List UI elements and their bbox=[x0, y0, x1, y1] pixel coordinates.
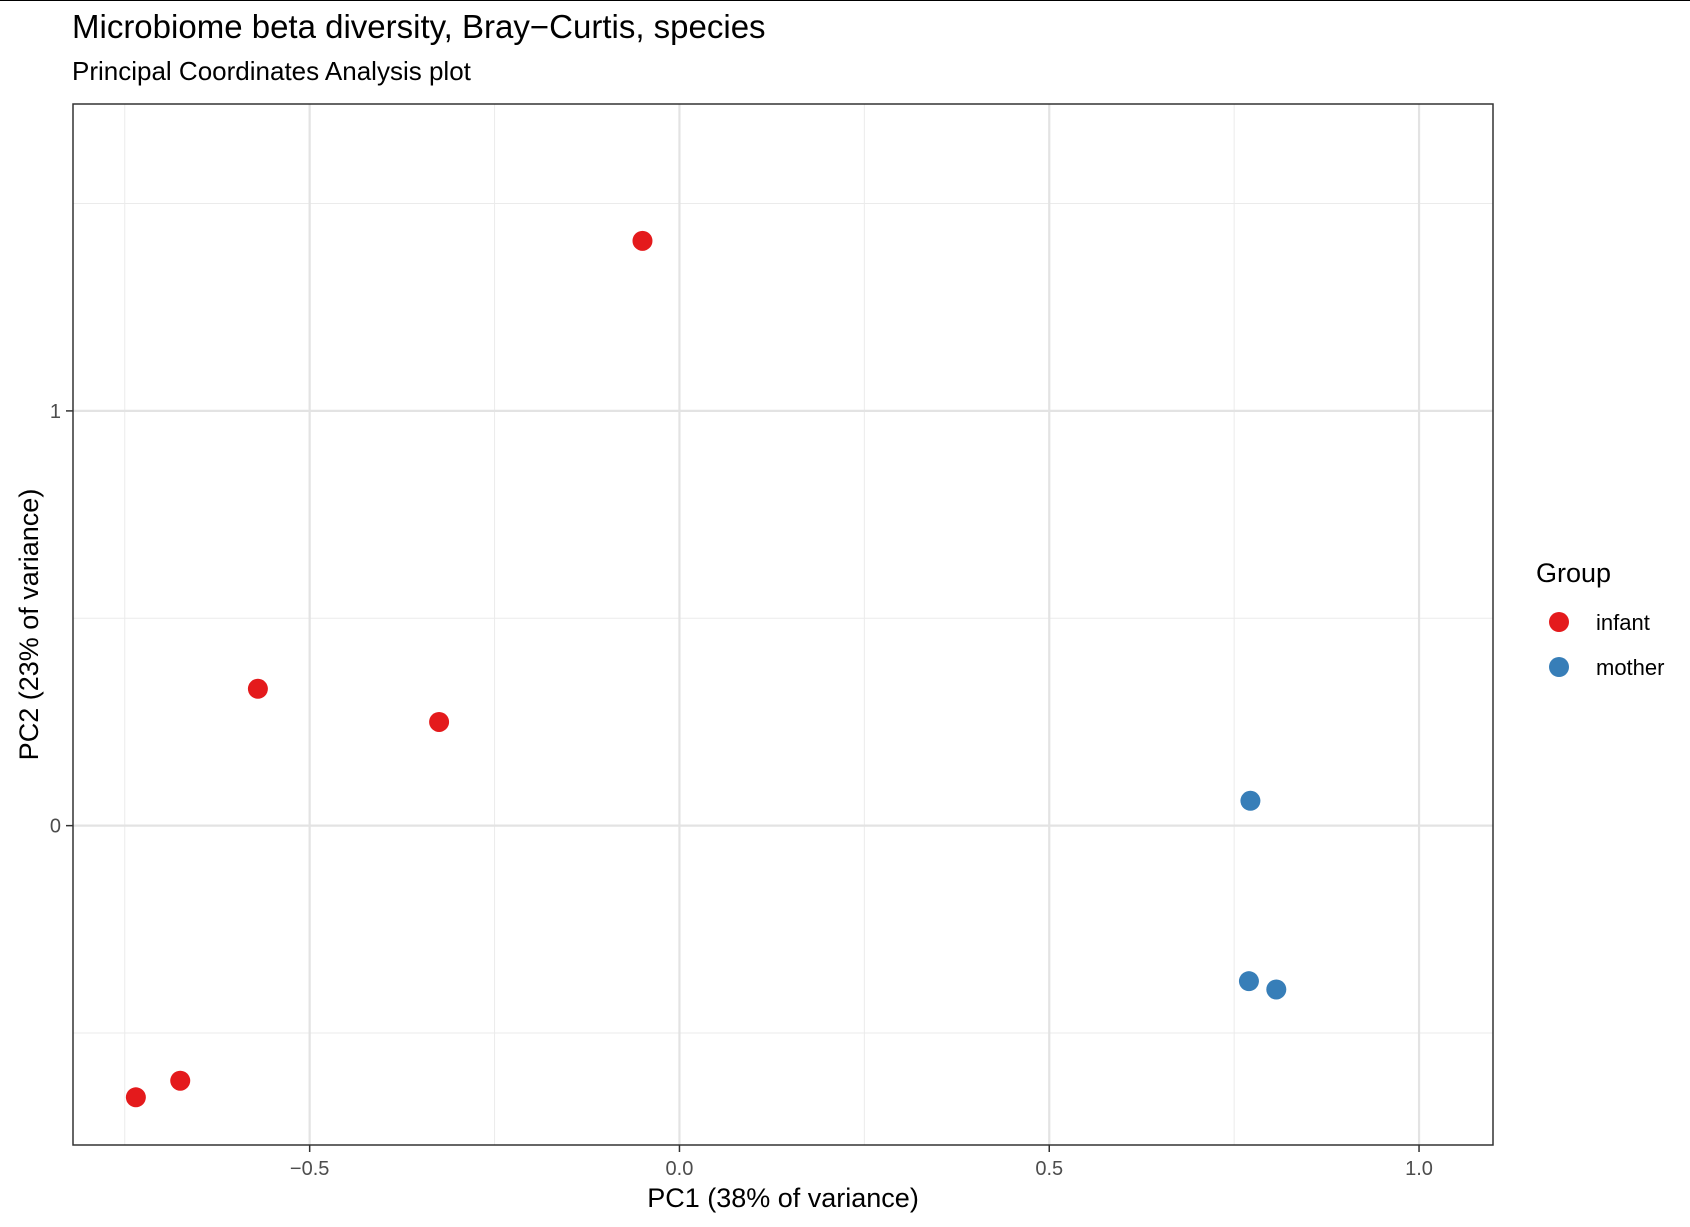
chart-subtitle: Principal Coordinates Analysis plot bbox=[72, 56, 471, 86]
legend-key-mother bbox=[1549, 657, 1569, 677]
point-infant bbox=[170, 1070, 191, 1091]
panel-border bbox=[72, 103, 1494, 1146]
grid-layer bbox=[73, 104, 1493, 1145]
point-mother bbox=[1240, 790, 1261, 811]
x-tick-label: 1.0 bbox=[1405, 1158, 1433, 1180]
x-axis-title: PC1 (38% of variance) bbox=[647, 1183, 919, 1213]
legend: Group infant mother bbox=[1536, 558, 1664, 680]
x-tick-label: −0.5 bbox=[290, 1158, 329, 1180]
chart-title: Microbiome beta diversity, Bray−Curtis, … bbox=[72, 8, 766, 45]
x-tick-label: 0.5 bbox=[1035, 1158, 1063, 1180]
legend-title: Group bbox=[1536, 558, 1611, 588]
point-infant bbox=[125, 1087, 146, 1108]
points-layer bbox=[125, 230, 1287, 1108]
point-mother bbox=[1238, 971, 1259, 992]
x-tick-label: 0.0 bbox=[666, 1158, 694, 1180]
legend-label-infant: infant bbox=[1596, 610, 1650, 635]
legend-label-mother: mother bbox=[1596, 655, 1664, 680]
point-infant bbox=[429, 711, 450, 732]
point-infant bbox=[247, 678, 268, 699]
top-border bbox=[0, 0, 1690, 1]
point-mother bbox=[1266, 979, 1287, 1000]
y-axis-title: PC2 (23% of variance) bbox=[14, 489, 44, 761]
legend-key-infant bbox=[1549, 612, 1569, 632]
y-tick-label: 1 bbox=[50, 401, 61, 423]
y-tick-label: 0 bbox=[50, 816, 61, 838]
ticks-layer: −0.5 0.0 0.5 1.0 0 1 bbox=[50, 401, 1433, 1180]
point-infant bbox=[632, 230, 653, 251]
